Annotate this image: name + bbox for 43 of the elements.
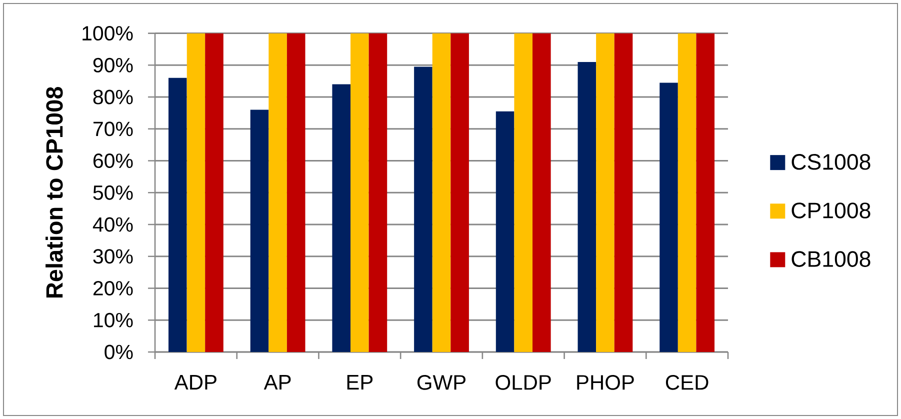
x-tick-label: OLDP [496,375,551,390]
bar [332,84,350,352]
bar [268,33,287,352]
legend-label: CB1008 [792,251,870,267]
bar [596,33,614,352]
y-tick-label: 40% [92,217,133,232]
bar [678,33,696,352]
bar [660,82,678,352]
y-tick-label: 30% [93,249,133,264]
bar [514,33,533,352]
bar [532,33,551,352]
legend-label: CS1008 [792,154,870,170]
bar [250,110,269,352]
y-tick-label: 90% [93,58,133,72]
y-tick-label: 80% [93,90,133,104]
bar [286,33,306,352]
bar [368,33,388,352]
bar [696,33,715,352]
bar [614,33,633,352]
bar [205,33,224,352]
bar [450,33,469,352]
bar [432,33,451,352]
y-tick-label: 60% [93,154,133,168]
y-tick-label: 0% [104,344,133,360]
y-tick-label: 70% [94,122,133,136]
x-tick-label: GWP [417,375,466,390]
bar [186,33,206,352]
bar [414,66,432,352]
bar [496,111,514,352]
legend-label: CP1008 [792,202,870,218]
y-tick-label: 50% [93,185,133,200]
bar [578,62,596,352]
bar [168,78,187,352]
x-tick-label: EP [347,375,373,390]
y-tick-label: 20% [93,280,133,296]
x-tick-label: PHOP [577,375,634,390]
bar [350,33,369,352]
y-axis-title: Relation to CP1008 [46,86,63,298]
x-tick-label: CED [666,375,708,390]
y-tick-label: 10% [94,312,133,328]
y-tick-label: 100% [82,26,133,41]
x-tick-label: ADP [174,375,216,390]
x-tick-label: AP [264,375,291,390]
